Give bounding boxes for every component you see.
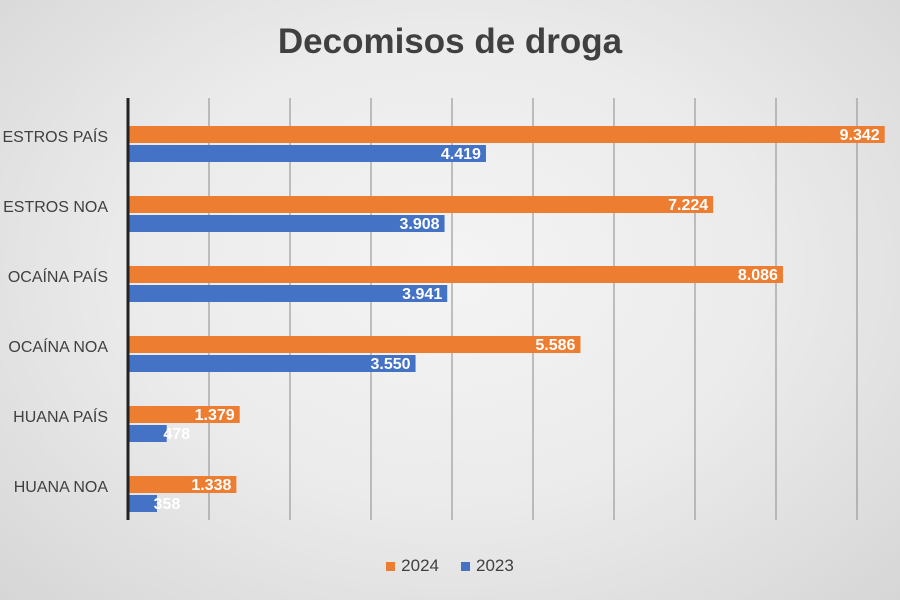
data-label-2023: 3.550 xyxy=(371,356,411,373)
category-label: HUANA NOA xyxy=(14,479,109,496)
bar-2023 xyxy=(128,215,445,232)
data-label-2023: 358 xyxy=(154,496,181,513)
bar-2024 xyxy=(128,476,237,493)
legend-item-2023: 2023 xyxy=(461,556,514,576)
category-label: ESTROS NOA xyxy=(3,199,108,216)
legend-label-2024: 2024 xyxy=(401,556,439,575)
category-label: ESTROS PAÍS xyxy=(2,127,108,146)
data-label-2024: 5.586 xyxy=(535,337,575,354)
data-label-2024: 7.224 xyxy=(668,197,708,214)
legend-label-2023: 2023 xyxy=(476,556,514,575)
category-label: HUANA PAÍS xyxy=(13,407,108,426)
category-label: OCAÍNA NOA xyxy=(8,337,108,356)
legend: 2024 2023 xyxy=(0,556,900,576)
bar-2023 xyxy=(128,145,486,162)
data-label-2024: 9.342 xyxy=(840,127,880,144)
bar-2023 xyxy=(128,285,448,302)
data-label-2023: 478 xyxy=(163,426,190,443)
data-label-2024: 8.086 xyxy=(738,267,778,284)
bar-2023 xyxy=(128,425,167,442)
category-label: OCAÍNA PAÍS xyxy=(8,267,108,286)
data-label-2023: 3.941 xyxy=(402,286,442,303)
chart-title: Decomisos de droga xyxy=(277,22,623,61)
data-label-2023: 3.908 xyxy=(400,216,440,233)
legend-swatch-2023 xyxy=(461,561,470,571)
bar-2024 xyxy=(128,126,885,143)
bar-2023 xyxy=(128,355,416,372)
data-label-2023: 4.419 xyxy=(441,146,481,163)
data-label-2024: 1.338 xyxy=(191,477,231,494)
legend-swatch-2024 xyxy=(386,561,396,571)
bar-2023 xyxy=(128,495,157,512)
bar-2024 xyxy=(128,266,783,283)
bar-2024 xyxy=(128,406,240,423)
data-label-2024: 1.379 xyxy=(195,407,235,424)
bar-2024 xyxy=(128,196,714,213)
bar-2024 xyxy=(128,336,581,353)
legend-item-2024: 2024 xyxy=(386,556,439,576)
